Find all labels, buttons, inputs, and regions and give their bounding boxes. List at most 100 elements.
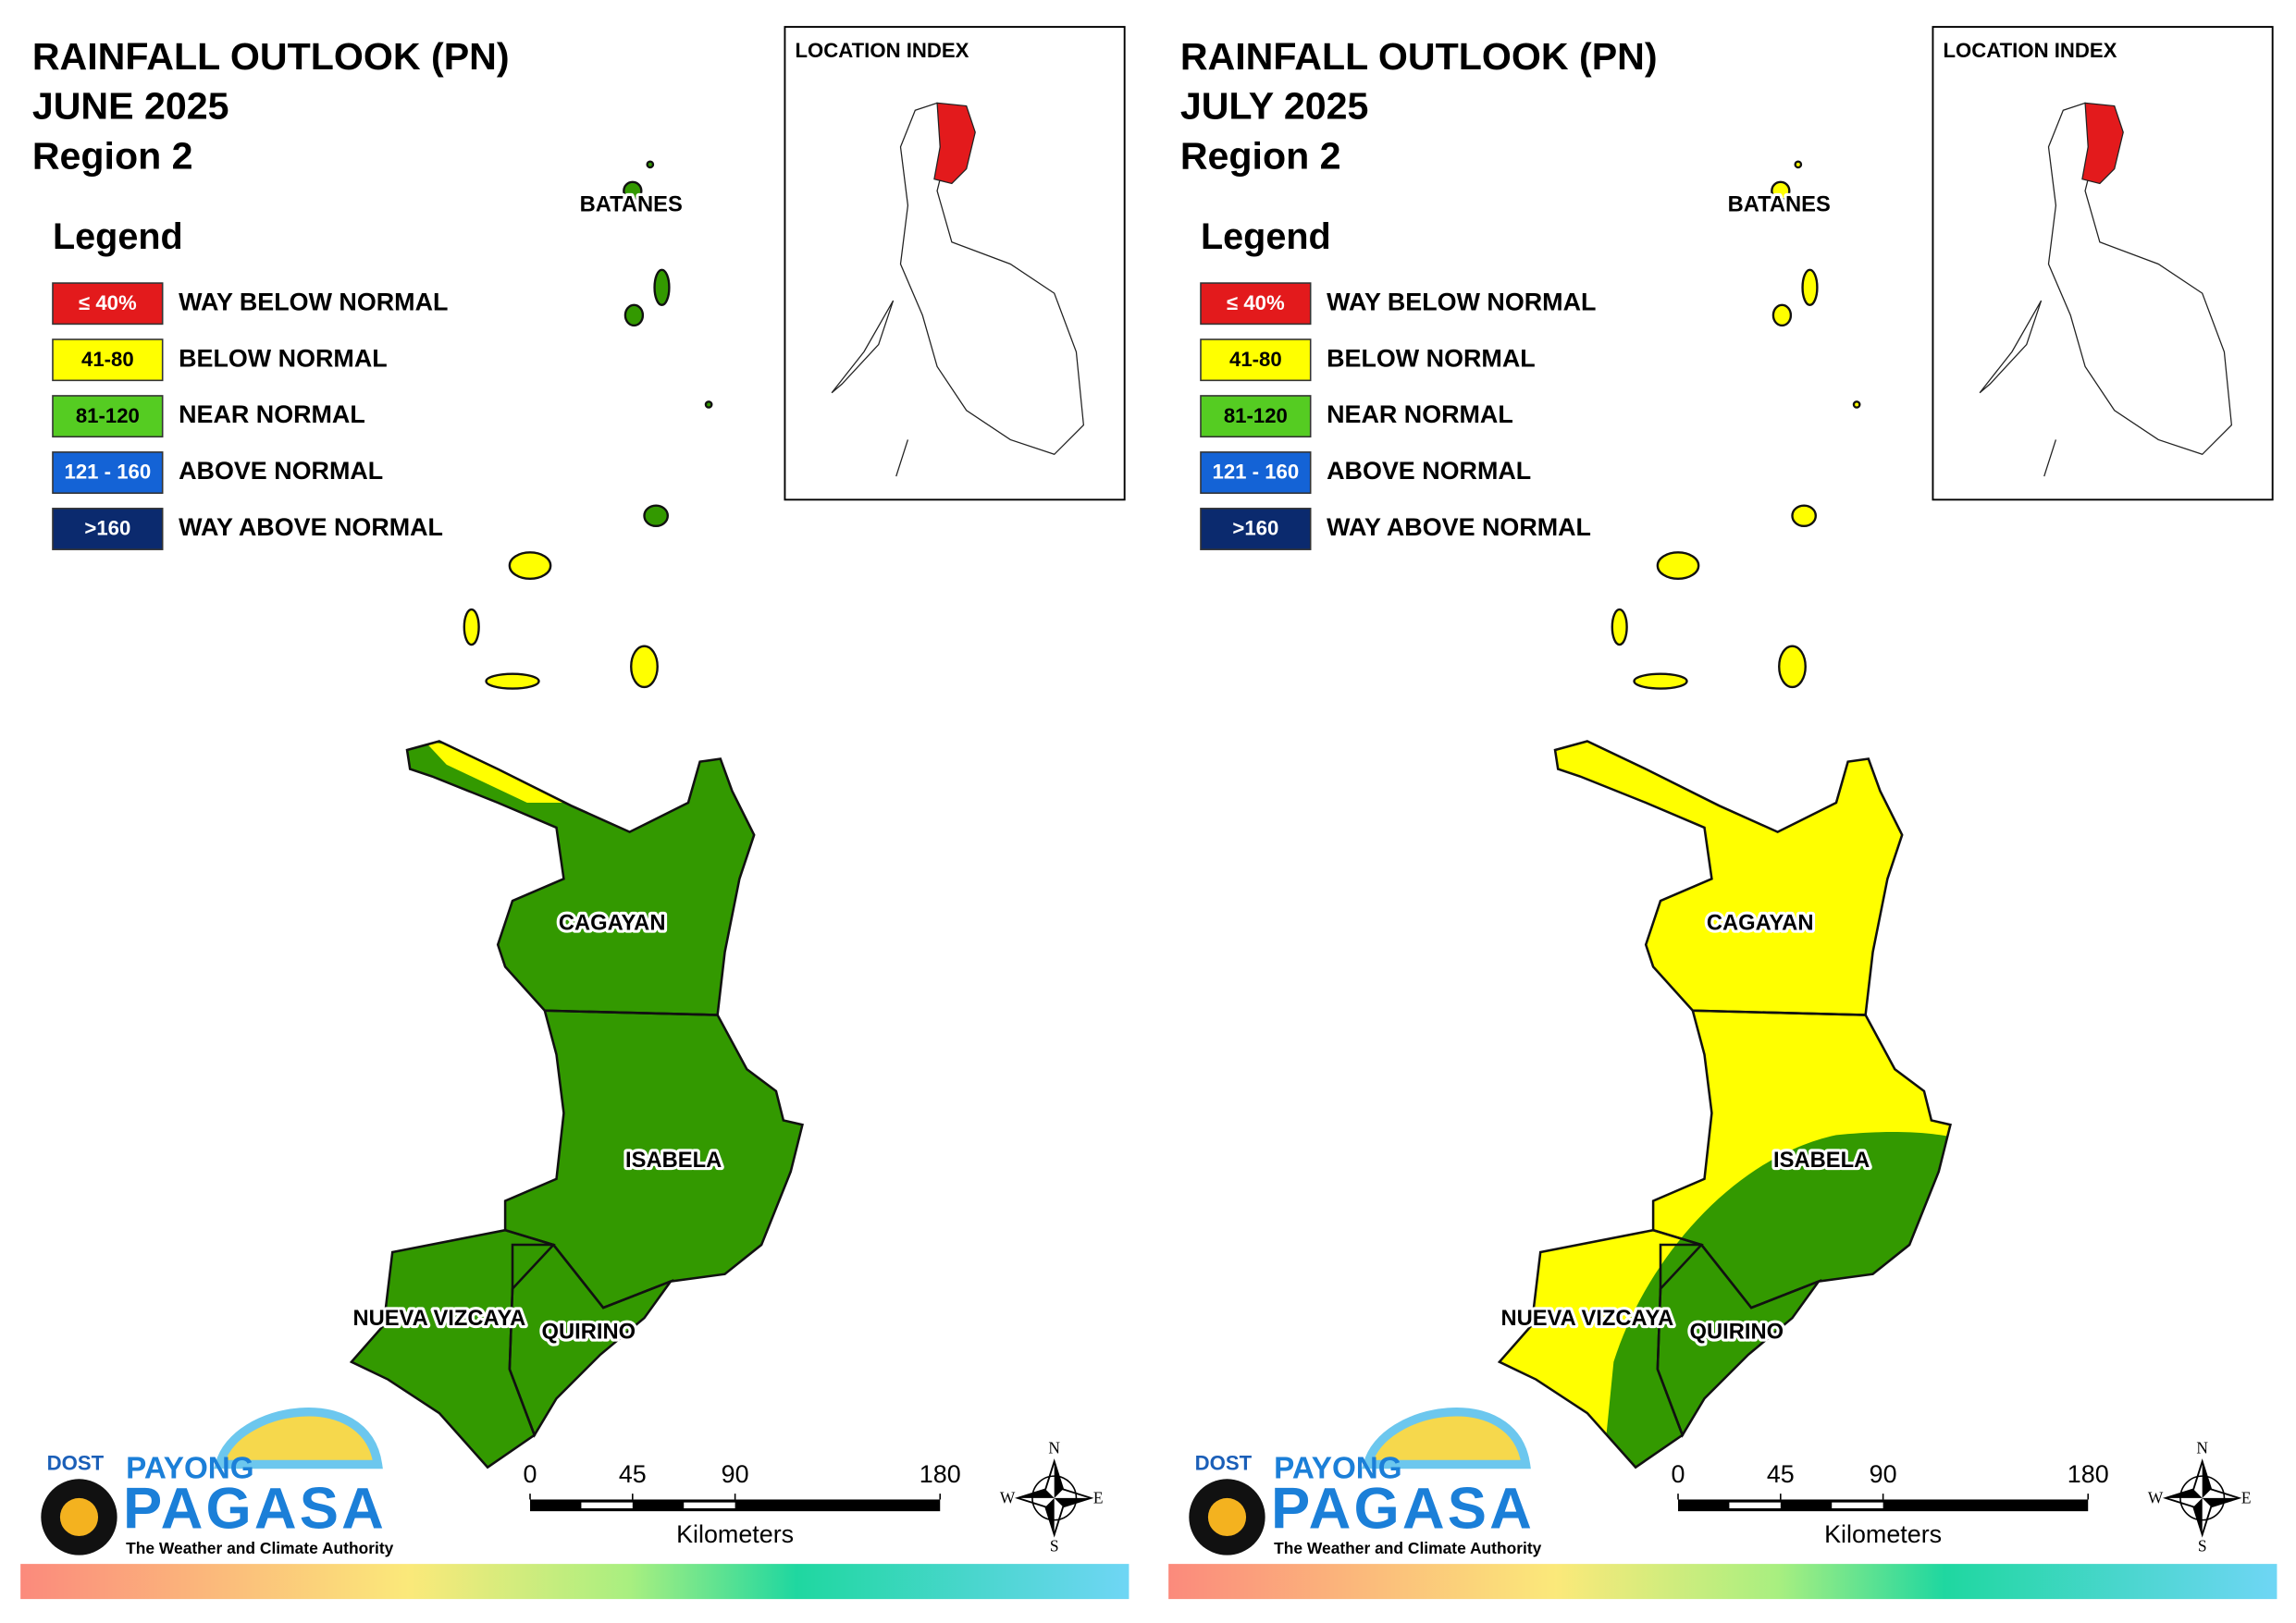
legend-label: WAY ABOVE NORMAL [179,513,443,541]
panel: RAINFALL OUTLOOK (PN) JULY 2025 Region 2 Le… [1168,26,2277,1600]
province-border [1553,740,1904,1016]
legend-swatch [52,508,164,550]
scale-unit: Kilometers [676,1520,794,1548]
island [508,551,552,581]
title-line: Region 2 [1180,134,1341,177]
legend-label: WAY BELOW NORMAL [179,288,448,315]
island [1633,672,1688,690]
island [1794,160,1803,169]
logo-agency: DOST [47,1451,105,1474]
islands-label: BATANES [1728,192,1831,216]
island [485,672,540,690]
province-isa [505,1010,803,1309]
legend-range: >160 [1232,517,1278,540]
province-border [1651,1009,1952,1309]
title-line: RAINFALL OUTLOOK (PN) [32,35,510,78]
legend-label: BELOW NORMAL [1327,344,1536,372]
island [463,608,480,646]
logo-tagline: The Weather and Climate Authority [1274,1539,1541,1557]
island [1771,303,1793,327]
province-nv [351,1230,554,1468]
scale-label: 180 [2068,1460,2109,1488]
legend-label: BELOW NORMAL [179,344,388,372]
compass-letter: W [2148,1488,2164,1506]
overlay [1601,1132,1951,1468]
scale-label: 90 [1870,1460,1897,1488]
scale-label: 45 [1767,1460,1795,1488]
province-label: NUEVA VIZCAYA [352,1307,525,1331]
province-border [1497,1228,1704,1469]
island [653,268,671,307]
compass-letter: S [2198,1537,2207,1555]
province-label: NUEVA VIZCAYA [1500,1307,1673,1331]
scale-label: 45 [619,1460,647,1488]
legend-swatch [1200,282,1312,326]
title-line: Region 2 [32,134,193,177]
island [643,504,669,528]
province-border [405,740,756,1016]
scale-label: 0 [524,1460,537,1488]
province-border [349,1228,556,1469]
legend-swatch [52,282,164,326]
logo-seal-core [1207,1497,1247,1537]
compass-letter: E [2241,1488,2252,1506]
philippines-outline [1979,102,2233,477]
island [1791,504,1817,528]
legend-range: ≤ 40% [1227,291,1285,314]
island [623,303,645,327]
province-qui [509,1245,671,1435]
legend-swatch [1200,395,1312,438]
island [1611,608,1628,646]
legend-label: NEAR NORMAL [1327,400,1513,428]
logo-brand: PAGASA [123,1476,387,1541]
legend-title: Legend [53,216,183,257]
legend-swatch [52,338,164,382]
logo-umbrella [1362,1408,1531,1469]
region-highlight [933,102,976,185]
panel: RAINFALL OUTLOOK (PN) JUNE 2025 Region 2 Le… [20,26,1129,1600]
legend-label: ABOVE NORMAL [179,457,383,485]
scale-gap [684,1502,735,1508]
scale-gap [581,1502,633,1508]
scale-gap [1729,1502,1781,1508]
color-band [20,1564,1129,1600]
legend-range: 41-80 [1229,348,1282,371]
province-label: CAGAYAN [559,912,666,936]
scale-unit: Kilometers [1824,1520,1942,1548]
province-border [503,1009,804,1309]
logo-agency: DOST [1195,1451,1253,1474]
compass-letter: W [1000,1488,1016,1506]
legend-range: >160 [84,517,130,540]
island [1801,268,1819,307]
legend-swatch [52,451,164,495]
islands-label: BATANES [580,192,683,216]
compass-letter: S [1050,1537,1059,1555]
logo-seal-core [59,1497,99,1537]
legend-swatch [1200,508,1312,550]
province-label: CAGAYAN [1707,912,1814,936]
legend-label: WAY BELOW NORMAL [1327,288,1596,315]
scale-label: 0 [1672,1460,1685,1488]
province-cag [1555,741,1903,1015]
logo-umbrella [214,1408,383,1469]
island [630,645,659,689]
compass-letter: N [1048,1439,1060,1457]
legend-label: WAY ABOVE NORMAL [1327,513,1591,541]
province-label: ISABELA [625,1149,722,1173]
legend-range: 121 - 160 [65,461,152,484]
logo-brand: PAGASA [1271,1476,1535,1541]
legend-title: Legend [1201,216,1331,257]
near-normal-area [1601,1132,1951,1468]
island [1852,400,1861,409]
province-cag [407,741,755,1015]
province-label: QUIRINO [1690,1320,1784,1344]
scale-gap [1832,1502,1883,1508]
region-highlight [2081,102,2124,185]
scale-label: 180 [920,1460,961,1488]
color-band [1168,1564,2277,1600]
legend-range: 41-80 [81,348,134,371]
province-label: ISABELA [1773,1149,1870,1173]
legend-label: NEAR NORMAL [179,400,365,428]
